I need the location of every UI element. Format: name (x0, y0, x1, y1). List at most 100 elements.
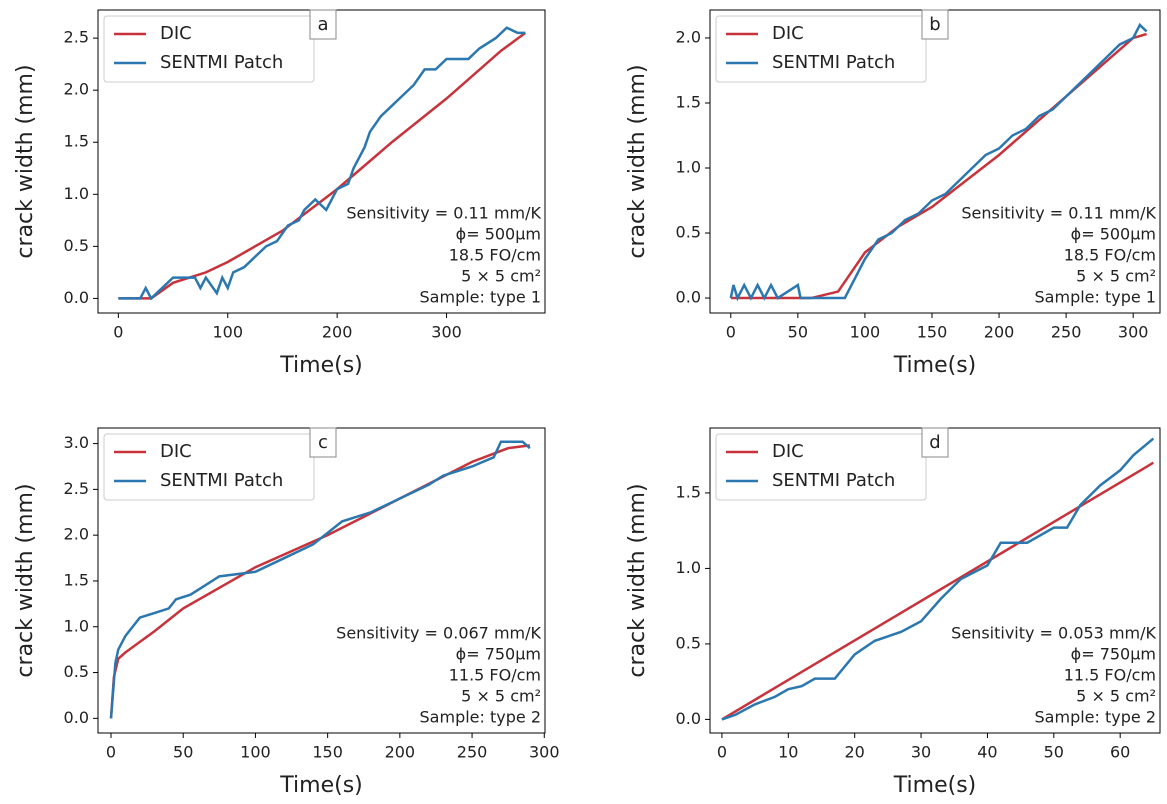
y-tick-label: 3.0 (64, 433, 89, 452)
panel-label-box (921, 427, 949, 458)
y-tick-label: 0.5 (676, 633, 701, 652)
panel: 0 100 200 300 0.0 0.5 1.0 1.5 2.0 2.5 Time(s) crack… (13, 9, 546, 378)
x-tick-label: 200 (385, 743, 416, 762)
panel-label: b (929, 14, 940, 35)
data-line (109, 440, 531, 719)
y-tick-label: 0.0 (676, 709, 701, 728)
annotation: 18.5 FO/cm (1064, 246, 1156, 265)
annotation: Sample: type 2 (420, 708, 541, 727)
panel-label-box (309, 427, 337, 458)
panel-label: d (929, 432, 940, 453)
legend-box (103, 433, 315, 501)
x-axis-label: Time(s) (279, 353, 362, 378)
y-tick-label: 1.0 (64, 616, 89, 635)
y-tick-label: 2.5 (64, 479, 89, 498)
panel: 0 50 100 150 200 250 300 0.0 0.5 1.0 1.5 2.0 2.5 3.0 T… (13, 427, 560, 798)
y-axis-label: crack width (mm) (13, 483, 38, 677)
x-tick-label: 300 (431, 323, 462, 342)
legend-label: SENTMI Patch (160, 470, 283, 491)
annotation: ϕ= 500µm (456, 225, 541, 244)
panel-label: a (317, 14, 328, 35)
y-axis-label: crack width (mm) (625, 483, 650, 677)
panel-label: c (318, 432, 328, 453)
data-line (721, 437, 1155, 721)
y-tick-label: 1.0 (676, 158, 701, 177)
y-tick-label: 1.5 (64, 132, 89, 151)
annotation: Sensitivity = 0.067 mm/K (336, 624, 541, 643)
y-tick-label: 2.0 (676, 27, 701, 46)
x-tick-label: 20 (845, 743, 865, 762)
x-tick-label: 0 (106, 743, 116, 762)
annotation: Sample: type 1 (420, 288, 541, 307)
y-tick-label: 1.5 (64, 570, 89, 589)
y-tick-label: 1.0 (64, 184, 89, 203)
legend-box (715, 433, 927, 501)
y-tick-label: 0.0 (676, 288, 701, 307)
x-tick-label: 150 (917, 323, 948, 342)
legend-label: DIC (772, 441, 804, 462)
x-tick-label: 0 (717, 743, 727, 762)
annotation: Sample: type 2 (1035, 708, 1156, 727)
x-axis-label: Time(s) (893, 773, 976, 798)
y-tick-label: 2.5 (64, 28, 89, 47)
legend-label: DIC (160, 441, 192, 462)
annotation: ϕ= 750µm (1071, 645, 1156, 664)
data-line (118, 31, 527, 300)
panel-label-box (921, 9, 949, 40)
x-axis-label: Time(s) (279, 773, 362, 798)
annotation: 5 × 5 cm² (461, 267, 541, 286)
annotation: 5 × 5 cm² (1076, 687, 1156, 706)
legend-label: DIC (772, 23, 804, 44)
x-tick-label: 250 (1051, 323, 1082, 342)
annotation: 11.5 FO/cm (1064, 666, 1156, 685)
legend-label: DIC (160, 23, 192, 44)
annotation: ϕ= 750µm (456, 645, 541, 664)
x-tick-label: 150 (312, 743, 343, 762)
annotation: Sensitivity = 0.11 mm/K (961, 204, 1156, 223)
annotation: 5 × 5 cm² (1076, 267, 1156, 286)
x-tick-label: 200 (322, 323, 353, 342)
annotation: ϕ= 500µm (1071, 225, 1156, 244)
annotation: Sensitivity = 0.053 mm/K (951, 624, 1156, 643)
y-tick-label: 1.0 (676, 558, 701, 577)
x-tick-label: 50 (788, 323, 808, 342)
x-tick-label: 30 (911, 743, 931, 762)
data-line (109, 444, 530, 719)
y-tick-label: 0.5 (676, 223, 701, 242)
x-tick-label: 60 (1110, 743, 1130, 762)
annotation: 18.5 FO/cm (449, 246, 541, 265)
x-tick-label: 200 (984, 323, 1015, 342)
y-tick-label: 0.0 (64, 288, 89, 307)
y-axis-label: crack width (mm) (625, 64, 650, 258)
x-tick-label: 40 (977, 743, 997, 762)
legend-label: SENTMI Patch (160, 52, 283, 73)
y-tick-label: 0.5 (64, 236, 89, 255)
legend-label: SENTMI Patch (772, 470, 895, 491)
legend-label: SENTMI Patch (772, 52, 895, 73)
y-tick-label: 2.0 (64, 80, 89, 99)
y-tick-label: 2.0 (64, 525, 89, 544)
x-tick-label: 100 (212, 323, 243, 342)
x-tick-label: 300 (1118, 323, 1149, 342)
legend-box (715, 15, 927, 83)
x-tick-label: 0 (726, 323, 736, 342)
x-tick-label: 0 (113, 323, 123, 342)
annotation: Sensitivity = 0.11 mm/K (346, 204, 541, 223)
annotation: 11.5 FO/cm (449, 666, 541, 685)
legend-box (103, 15, 315, 83)
panel: 0 10 20 30 40 50 60 0.0 0.5 1.0 1.5 Time(s) crack wi… (625, 427, 1161, 798)
x-tick-label: 250 (457, 743, 488, 762)
x-tick-label: 100 (850, 323, 881, 342)
y-tick-label: 1.5 (676, 92, 701, 111)
x-tick-label: 50 (1044, 743, 1064, 762)
x-tick-label: 10 (778, 743, 798, 762)
y-tick-label: 0.5 (64, 662, 89, 681)
y-tick-label: 1.5 (676, 482, 701, 501)
y-axis-label: crack width (mm) (13, 64, 38, 258)
x-axis-label: Time(s) (893, 353, 976, 378)
x-tick-label: 300 (529, 743, 560, 762)
data-line (118, 26, 526, 301)
panel-label-box (309, 9, 337, 40)
